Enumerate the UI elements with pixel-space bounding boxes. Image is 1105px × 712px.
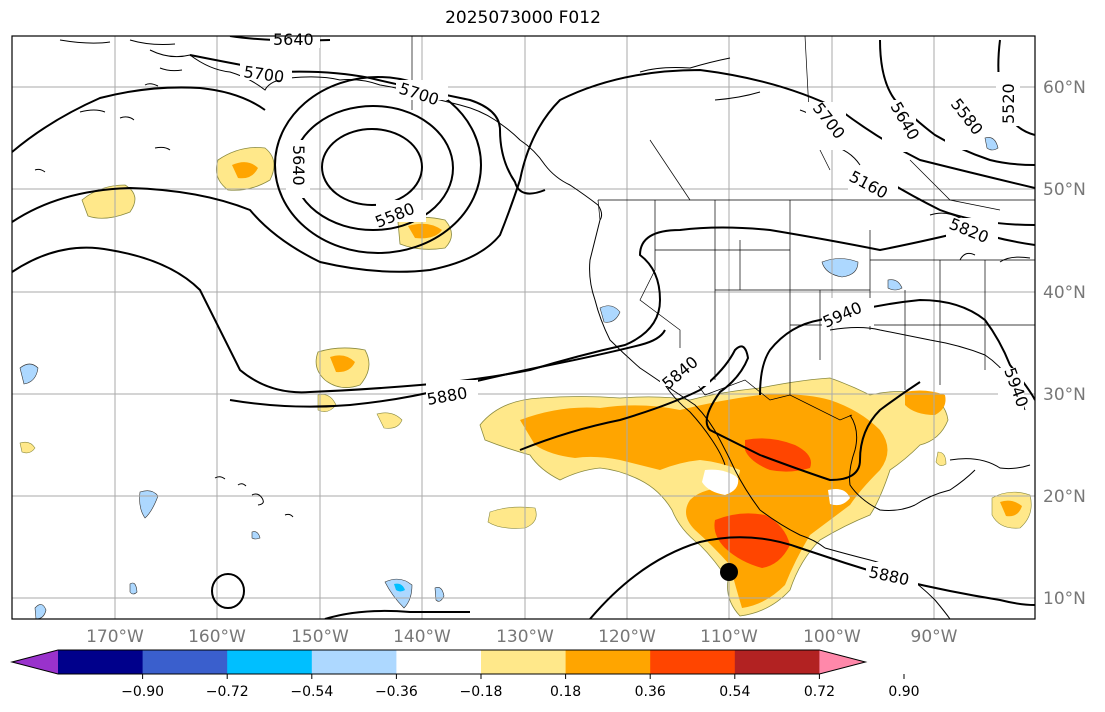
lat-tick-label: 40°N xyxy=(1043,283,1086,303)
contour-5940 xyxy=(519,298,1035,482)
negative-field-1 xyxy=(19,363,39,385)
colorbar-extend-min xyxy=(12,650,58,674)
colorbar-segment xyxy=(227,650,313,674)
lon-tick-label: 120°W xyxy=(598,627,656,647)
contour-5700-west xyxy=(12,86,266,153)
lat-tick-label: 20°N xyxy=(1043,487,1086,507)
colorbar-outline xyxy=(10,649,868,675)
longitude-axis: 170°W 160°W 150°W 140°W 130°W 120°W 110°… xyxy=(86,627,958,647)
colorbar-segment xyxy=(142,650,228,674)
lon-tick-label: 110°W xyxy=(700,627,758,647)
contour-labels: 5640 5700 5700 5640 5580 5700 5640 5580 … xyxy=(240,30,1032,589)
colorbar-tick-label: 0.18 xyxy=(550,684,581,700)
colorbar-tick-label: −0.72 xyxy=(206,684,249,700)
lon-tick-label: 90°W xyxy=(911,627,958,647)
storm-marker xyxy=(720,563,738,581)
lon-tick-label: 140°W xyxy=(393,627,451,647)
colorbar-tick-label: 0.36 xyxy=(635,684,666,700)
shaded-fields xyxy=(19,137,1032,619)
contour-low-inner xyxy=(321,128,423,206)
colorbar: −0.90 −0.72 −0.54 −0.36 −0.18 0.18 0.36 0.54 0.7… xyxy=(10,649,920,700)
colorbar-segment xyxy=(311,650,397,674)
positive-field-strong-2 xyxy=(714,513,790,568)
lon-tick-label: 160°W xyxy=(188,627,246,647)
contour-low-5640 xyxy=(274,76,482,254)
map-title: 2025073000 F012 xyxy=(445,8,601,28)
colorbar-segment xyxy=(734,650,820,674)
colorbar-extend-max xyxy=(819,650,866,674)
lat-tick-label: 10°N xyxy=(1043,589,1086,609)
colorbar-tick-label: 0.90 xyxy=(888,684,919,700)
contour-5880 xyxy=(229,329,666,408)
lon-tick-label: 170°W xyxy=(86,627,144,647)
lat-tick-label: 50°N xyxy=(1043,180,1086,200)
colorbar-segment xyxy=(58,650,144,674)
positive-field-strong-1 xyxy=(745,438,811,472)
contour-label: 5640 xyxy=(273,30,314,49)
lon-tick-label: 100°W xyxy=(803,627,861,647)
positive-field-west xyxy=(81,184,136,219)
contour-ne xyxy=(879,39,1035,166)
contour-label: 5520 xyxy=(999,83,1018,124)
contour-label: 5640 xyxy=(289,145,308,186)
colorbar-segment xyxy=(650,650,736,674)
colorbar-tick-label: −0.54 xyxy=(290,684,333,700)
negative-field-great-lakes xyxy=(821,258,859,278)
colorbar-tick-label: 0.54 xyxy=(719,684,750,700)
contour-5880-south xyxy=(324,536,1035,619)
contour-5820 xyxy=(12,226,1035,394)
lat-tick-label: 60°N xyxy=(1043,78,1086,98)
colorbar-segment xyxy=(396,650,482,674)
colorbar-tick-label: −0.36 xyxy=(375,684,418,700)
colorbar-segment xyxy=(565,650,651,674)
colorbar-tick-label: 0.72 xyxy=(804,684,835,700)
contour-small-ring xyxy=(211,573,245,609)
plot-area xyxy=(12,36,1035,619)
latitude-axis: 60°N 50°N 40°N 30°N 20°N 10°N xyxy=(1043,78,1086,609)
lon-tick-label: 150°W xyxy=(291,627,349,647)
colorbar-tick-label: −0.90 xyxy=(121,684,164,700)
plot-frame xyxy=(11,35,1036,620)
lon-tick-label: 130°W xyxy=(496,627,554,647)
colorbar-tick-label: −0.18 xyxy=(460,684,503,700)
field-gap-2 xyxy=(828,489,850,506)
colorbar-segment xyxy=(481,650,567,674)
lat-tick-label: 30°N xyxy=(1043,385,1086,405)
